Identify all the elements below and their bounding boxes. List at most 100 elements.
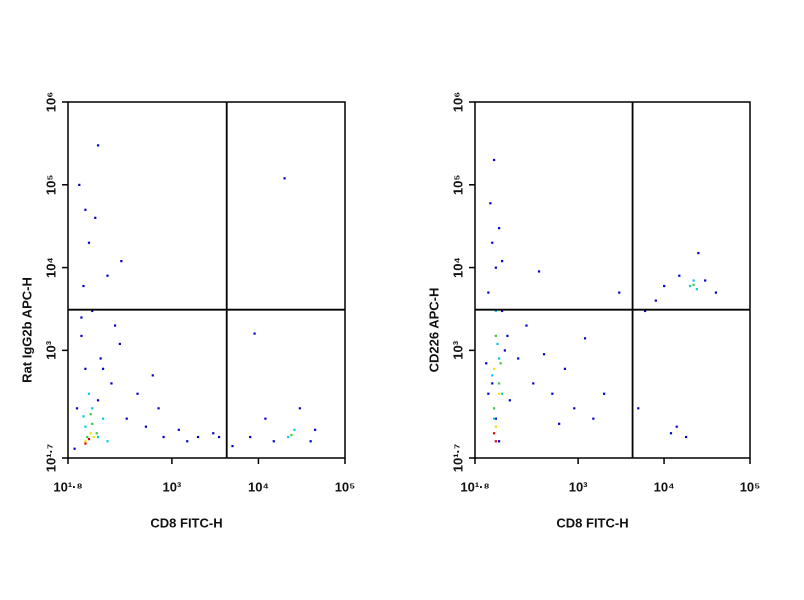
event-dot xyxy=(487,392,490,395)
event-dot xyxy=(500,392,504,395)
event-dot xyxy=(493,417,496,420)
event-dot xyxy=(82,284,85,288)
x-tick-label: 10³ xyxy=(569,479,588,494)
event-dot xyxy=(217,435,221,439)
event-dot xyxy=(542,353,546,356)
y-tick-label: 10⁶ xyxy=(43,92,58,112)
event-dot xyxy=(618,291,621,294)
event-dot xyxy=(101,367,105,370)
x-tick-label: 10⁴ xyxy=(654,479,675,494)
event-dot xyxy=(551,392,554,395)
event-dot xyxy=(80,316,83,319)
event-dot xyxy=(106,440,109,443)
y-tick-label: 10⁵ xyxy=(450,174,465,195)
y-tick-label: 10⁵ xyxy=(43,174,58,195)
event-dot xyxy=(684,435,688,439)
event-dot xyxy=(84,425,87,428)
x-tick-label: 10¹·⁸ xyxy=(460,479,489,494)
event-dot xyxy=(82,415,85,418)
event-dot xyxy=(212,432,215,435)
event-dot xyxy=(99,357,102,360)
event-dot xyxy=(704,279,707,282)
event-dot xyxy=(493,407,496,410)
event-dot xyxy=(177,428,180,431)
event-dot xyxy=(87,437,91,441)
event-dot xyxy=(487,291,490,294)
event-dot xyxy=(298,407,301,410)
y-tick-label: 10³ xyxy=(43,340,58,359)
event-dot xyxy=(493,367,496,370)
event-dot xyxy=(290,433,293,437)
event-dot xyxy=(309,440,312,443)
event-dot xyxy=(91,422,94,425)
event-dot xyxy=(144,425,148,428)
event-dot xyxy=(89,413,92,416)
x-tick-label: 10⁵ xyxy=(335,479,356,494)
event-dot xyxy=(669,432,673,435)
plot-frame xyxy=(67,101,346,459)
event-dot xyxy=(497,227,501,230)
event-dot xyxy=(494,440,497,443)
plot-frame xyxy=(474,101,751,459)
event-dot xyxy=(283,177,286,180)
event-dot xyxy=(186,440,189,443)
event-dot xyxy=(573,407,576,410)
event-dot xyxy=(231,444,234,448)
x-tick-label: 10¹·⁸ xyxy=(53,479,82,494)
event-dot xyxy=(494,334,497,337)
y-tick-label: 10³ xyxy=(450,340,465,359)
event-dot xyxy=(497,392,501,395)
event-dot xyxy=(500,260,504,263)
event-dot xyxy=(503,349,506,352)
event-dot xyxy=(654,299,657,302)
event-dot xyxy=(697,251,700,255)
event-dot xyxy=(494,309,497,313)
event-dot xyxy=(592,417,595,420)
event-dot xyxy=(491,241,494,244)
event-dot xyxy=(678,274,681,277)
y-tick-label: 10⁶ xyxy=(450,92,465,112)
event-dot xyxy=(264,417,267,420)
event-dot xyxy=(101,417,105,420)
y-tick-label: 10¹·⁷ xyxy=(450,444,465,472)
event-dot xyxy=(517,357,520,360)
y-tick-label: 10⁴ xyxy=(450,257,465,278)
x-tick-label: 10³ xyxy=(162,479,181,494)
event-dot xyxy=(106,274,109,277)
event-dot xyxy=(162,435,165,439)
event-dot xyxy=(508,399,511,402)
event-dot xyxy=(532,382,535,385)
event-dot xyxy=(253,332,256,335)
y-axis-label: CD226 APC-H xyxy=(426,288,441,373)
event-dot xyxy=(558,422,561,425)
event-dot xyxy=(94,216,97,219)
event-dot xyxy=(113,324,117,327)
event-dot xyxy=(497,357,501,360)
event-dot xyxy=(675,425,678,428)
x-axis-label: CD8 FITC-H xyxy=(556,515,628,530)
event-dot xyxy=(602,392,606,395)
event-dot xyxy=(78,183,81,186)
event-dot xyxy=(499,362,502,365)
event-dot xyxy=(494,425,497,428)
event-dot xyxy=(84,440,87,443)
event-dot xyxy=(500,309,504,313)
event-dot xyxy=(313,428,317,431)
event-dot xyxy=(96,399,100,402)
event-dot xyxy=(643,309,647,313)
event-dot xyxy=(293,428,296,431)
y-tick-label: 10¹·⁷ xyxy=(43,444,58,472)
event-dot xyxy=(157,407,160,410)
event-dot xyxy=(118,342,121,346)
event-dot xyxy=(496,342,499,346)
event-dot xyxy=(491,382,494,385)
event-dot xyxy=(695,288,698,291)
event-dot xyxy=(87,241,91,244)
event-dot xyxy=(637,407,640,410)
event-dot xyxy=(249,435,252,439)
event-dot xyxy=(75,407,79,410)
x-tick-label: 10⁴ xyxy=(248,479,269,494)
event-dot xyxy=(96,435,100,439)
event-dot xyxy=(84,208,87,211)
